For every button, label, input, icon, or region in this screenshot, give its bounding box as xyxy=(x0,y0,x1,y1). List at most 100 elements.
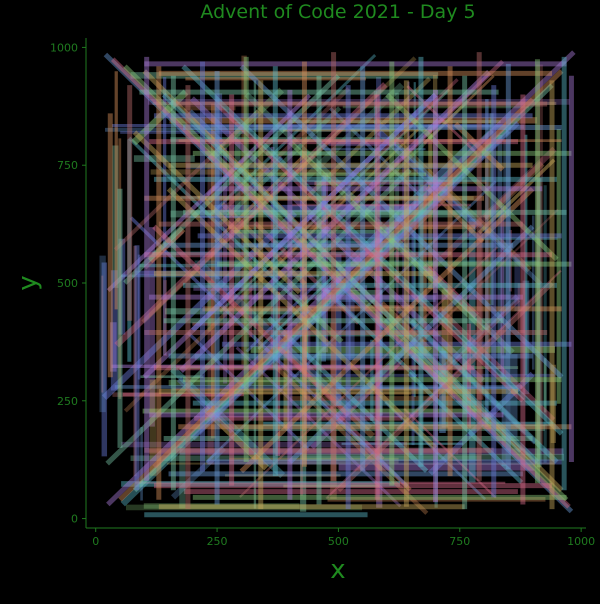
vent-line xyxy=(436,297,521,379)
vent-line xyxy=(127,136,320,323)
vent-line xyxy=(303,82,405,181)
vent-line xyxy=(308,215,364,270)
vent-line xyxy=(373,118,532,273)
plot-area xyxy=(99,50,576,518)
y-tick-label: 250 xyxy=(57,395,78,408)
vent-line xyxy=(244,92,515,355)
vent-line xyxy=(205,180,497,464)
vent-line xyxy=(282,348,375,439)
x-tick-label: 250 xyxy=(207,535,228,548)
vent-line xyxy=(396,377,451,431)
x-axis-label: x xyxy=(330,555,345,585)
vent-line xyxy=(106,50,576,507)
vent-line xyxy=(176,376,235,434)
vent-line xyxy=(253,221,360,325)
vent-line xyxy=(186,331,310,452)
vent-line xyxy=(325,269,562,500)
vent-line xyxy=(377,78,459,157)
vent-line xyxy=(247,155,284,191)
vent-line xyxy=(387,135,543,286)
vent-line xyxy=(118,69,564,502)
vent-line xyxy=(218,106,342,226)
vent-line xyxy=(433,294,520,379)
vent-line xyxy=(214,153,306,244)
vent-line xyxy=(423,74,495,145)
vent-line xyxy=(288,224,535,464)
vent-line xyxy=(353,59,505,207)
vent-line xyxy=(189,96,485,383)
vent-line xyxy=(410,352,453,394)
vent-line xyxy=(238,128,341,228)
vent-line xyxy=(403,408,497,499)
vent-line xyxy=(300,76,432,205)
vent-line xyxy=(147,226,186,264)
vent-line xyxy=(132,83,554,493)
vent-line xyxy=(110,57,571,509)
y-axis-label: y xyxy=(13,275,43,290)
vent-line xyxy=(394,305,538,445)
vent-line xyxy=(245,270,331,353)
vent-line xyxy=(406,85,483,159)
vent-line xyxy=(142,92,438,380)
vent-line xyxy=(178,69,491,373)
axes: 0 250 500 750 1000 0 250 500 750 1000 xyxy=(50,38,595,548)
vent-line xyxy=(379,301,433,353)
vent-line xyxy=(209,54,377,217)
vent-line xyxy=(383,317,523,453)
vent-line xyxy=(335,417,412,492)
vent-line xyxy=(428,371,535,476)
y-tick-label: 750 xyxy=(57,159,78,172)
vent-line xyxy=(201,264,373,431)
x-tick-label: 750 xyxy=(449,535,470,548)
vent-line xyxy=(422,262,480,319)
vent-line xyxy=(384,401,487,501)
vent-line xyxy=(371,128,494,248)
vent-line xyxy=(215,102,525,403)
vent-line xyxy=(350,190,452,289)
vent-line xyxy=(220,202,307,286)
vent-line xyxy=(123,190,353,413)
vent-line xyxy=(436,306,556,423)
vent-line xyxy=(187,109,227,148)
vent-line xyxy=(106,93,312,293)
x-tick-label: 500 xyxy=(328,535,349,548)
vent-line xyxy=(314,198,422,302)
vent-line xyxy=(103,52,574,514)
vent-line xyxy=(443,286,498,341)
vent-line xyxy=(344,208,559,417)
vent-line xyxy=(142,69,564,493)
vent-line xyxy=(483,160,545,221)
vent-line xyxy=(105,168,412,466)
vent-line xyxy=(152,224,350,417)
vent-line xyxy=(171,445,226,500)
vent-line xyxy=(101,210,298,401)
vent-line xyxy=(114,82,388,348)
vent-line xyxy=(239,186,535,474)
vent-line xyxy=(215,87,351,218)
vent-line xyxy=(132,130,302,295)
vent-line xyxy=(181,64,564,436)
vent-line xyxy=(310,360,402,450)
vent-line xyxy=(129,216,409,488)
vent-line xyxy=(166,186,438,450)
y-tick-label: 0 xyxy=(71,513,78,526)
vent-line xyxy=(453,121,505,172)
vent-line xyxy=(207,87,285,163)
vent-line xyxy=(422,146,557,278)
vent-line xyxy=(219,88,451,313)
vent-line xyxy=(123,64,569,502)
vent-line xyxy=(269,125,423,274)
vent-line xyxy=(239,64,564,380)
chart-title: Advent of Code 2021 - Day 5 xyxy=(200,1,475,23)
vent-line xyxy=(257,273,337,350)
vent-line xyxy=(288,139,486,332)
vent-line xyxy=(377,129,479,229)
vent-line xyxy=(161,92,540,464)
vent-line xyxy=(270,361,429,515)
vent-line xyxy=(141,56,417,324)
x-tick-label: 0 xyxy=(92,535,99,548)
vent-line xyxy=(270,99,470,293)
vent-line xyxy=(191,121,520,441)
vent-line xyxy=(113,109,260,252)
